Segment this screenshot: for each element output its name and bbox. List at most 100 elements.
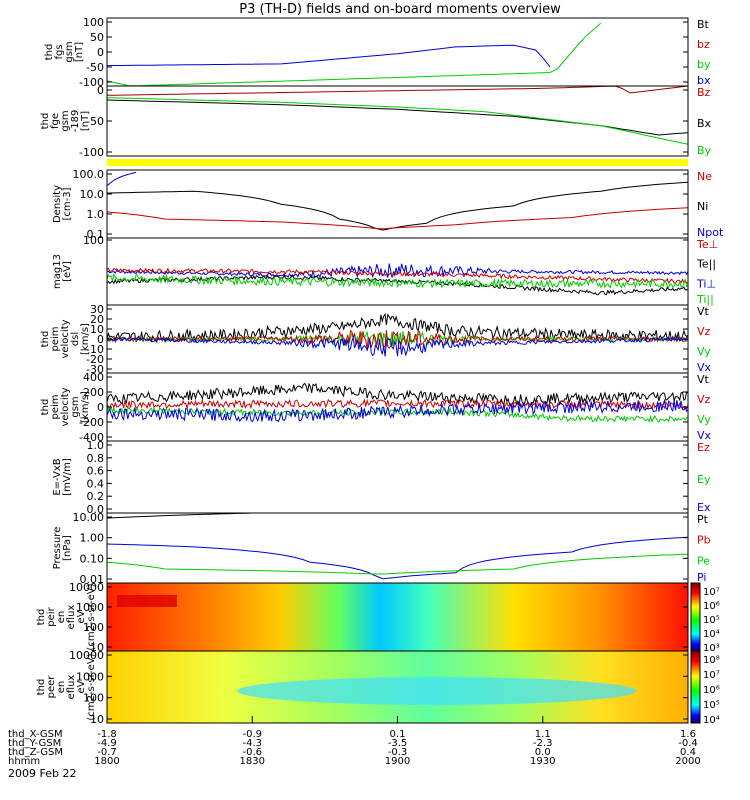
legend-Ti||: Ti|| [696,293,714,306]
colorbar-tick-label: 10⁵ [703,615,720,626]
y-tick-label: 10000 [69,581,104,594]
orbit-bar [107,159,688,166]
legend-bx: bx [697,74,711,87]
y-tick-label: 10000 [69,649,104,662]
legend-Vx: Vx [697,361,712,374]
y-axis-label: [mV/m] [62,458,73,496]
y-axis-label: en [56,611,67,624]
panel-1: 100 50 0 -50 -100 thd fgs gsm [nT] Bt bz by bx [44,16,711,89]
footer-value: 1.6 [680,729,696,740]
footer-value: 1900 [385,756,410,767]
y-axis-label: [nT] [74,42,85,62]
y-axis-label: peim [50,394,61,419]
y-axis-label: mag13 [52,254,63,289]
legend-Vt: Vt [697,305,710,318]
legend-by: by [697,58,711,71]
panel-7: 1.00.80.60.40.20.0 E=-VxB [mV/m] Ez Ey Ex [52,439,711,516]
y-tick-label: -100 [79,76,104,89]
y-axis-label: velocity [60,387,71,426]
footer-value: -0.4 [678,738,698,749]
y-tick-label: -100 [79,146,104,159]
y-tick-label: -400 [79,431,104,444]
panel-frame [106,512,689,584]
series-By [107,97,688,145]
legend-Te⊥: Te⊥ [696,238,718,251]
panel-4: 100 mag13 [eV] Te⊥ Te|| Ti⊥ Ti|| [52,234,718,306]
y-tick-label: 100 [83,16,104,29]
series-Vz [107,398,688,411]
panel-6: 400 200 0 -200 -400 thd peim velocity gsm [km/s] V… [40,371,712,444]
panel-2: 0 -50 -100 thd fge gsm -189 [nT] Bz Bx By [40,84,712,159]
y-axis-label: thd [44,44,55,61]
series-Ti|| [107,273,688,289]
y-tick-label: 0.0 [87,503,105,516]
y-axis-label: gsm [64,41,75,62]
y-tick-label: 0.4 [87,477,105,490]
y-axis-label: -189 [70,110,81,133]
y-tick-label: 1.0 [87,439,105,452]
y-axis-label: thd [40,113,51,130]
series-bx [107,44,551,68]
colorbar-tick-label: 10⁴ [703,715,720,726]
footer-row-label: thd_Z-GSM [8,747,63,758]
legend-Bx: Bx [697,117,712,130]
footer-value: 0.0 [535,747,551,758]
y-tick-label: 1.00 [80,532,105,545]
date-label: 2009 Feb 22 [8,767,76,780]
legend-Vx: Vx [697,429,712,442]
legend-Ne: Ne [697,170,712,183]
y-tick-label: 100 [83,621,104,634]
series-by [107,22,602,86]
series-Bz [107,86,688,96]
panel-10: 10⁸ 10⁷ 10⁶ 10⁵ 10⁴ 10000 1000 100 10 thd peer en ef… [36,649,720,726]
footer-value: -1.8 [97,729,117,740]
colorbar-tick-label: 10⁶ [703,601,720,612]
y-axis-label: [km/s] [80,323,91,355]
legend-Vy: Vy [697,413,711,426]
y-tick-label: 1000 [76,601,104,614]
spectrogram [107,583,688,651]
y-tick-label: 0 [97,401,104,414]
y-tick-label: -50 [86,115,104,128]
footer-value: -4.9 [97,738,117,749]
panel-frame [106,237,689,306]
y-axis-label: [nPa] [62,535,73,561]
y-tick-label: 0 [97,84,104,97]
legend-Pt: Pt [697,513,709,526]
series-Vx [107,398,688,423]
footer-value: -2.3 [533,738,553,749]
footer-value: 1830 [240,756,265,767]
y-tick-label: 10.00 [73,511,105,524]
legend-Pi: Pi [697,571,706,584]
y-tick-label: 0.01 [80,573,105,586]
y-tick-label: 100 [83,234,104,247]
panel-frame [106,85,689,157]
y-axis-label: peer [46,675,57,699]
y-tick-label: 50 [90,31,104,44]
footer-value: -0.6 [242,747,262,758]
y-tick-label: 0 [97,46,104,59]
y-tick-label: 1.0 [87,208,105,221]
y-axis-label: thd [40,399,51,416]
footer-value: -0.3 [388,747,408,758]
y-tick-label: 0.2 [87,490,105,503]
y-axis-label: eflux [66,675,77,700]
panel-9: 10⁷ 10⁶ 10⁵ 10⁴ 10³ 10000 1000 100 10 thd peir en ef… [36,581,720,654]
y-tick-label: 200 [83,386,104,399]
series-Npot [107,171,137,186]
colorbar-tick-label: 10⁸ [703,655,720,666]
series-Vt [107,382,688,407]
y-axis-label: peim [50,326,61,351]
panel-3: 100.0 10.0 1.0 0.1 Density [cm-3] Ne Ni Npot [52,168,724,241]
legend-Ey: Ey [697,473,711,486]
footer-value: 0.1 [390,729,406,740]
y-tick-label: 10 [90,323,104,336]
y-tick-label: 1000 [76,670,104,683]
series-Vx [107,335,688,357]
legend-bz: bz [697,38,710,51]
legend-Ez: Ez [697,441,710,454]
colorbar-tick-label: 10³ [703,643,720,654]
y-axis-label: peir [46,606,57,626]
footer-value: 2000 [675,756,700,767]
